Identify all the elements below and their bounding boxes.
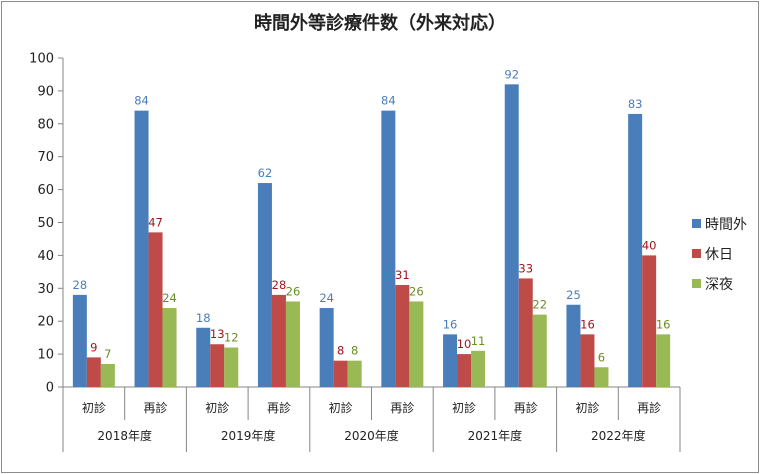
y-tick-label: 100 — [29, 52, 54, 67]
y-tick-label: 50 — [37, 216, 54, 231]
x-group-label: 2020年度 — [344, 428, 399, 443]
bar — [656, 334, 671, 387]
bar-value-label: 40 — [642, 238, 657, 252]
bar-value-label: 83 — [628, 97, 643, 111]
bar — [628, 113, 643, 388]
bar — [566, 304, 581, 387]
bar-value-label: 25 — [566, 288, 581, 302]
x-category-label: 再診 — [514, 400, 538, 415]
x-category-label: 初診 — [329, 400, 353, 415]
x-group-label: 2021年度 — [468, 428, 523, 443]
bar-value-label: 18 — [196, 311, 211, 325]
bar-value-label: 16 — [443, 317, 458, 331]
axes: 0 10 20 30 40 50 60 70 80 90 100 初診 再診 初診 再診 初診 再診 初診 再診 初診… — [29, 52, 681, 452]
bar-value-label: 28 — [272, 278, 287, 292]
bar — [162, 308, 177, 387]
legend-swatch — [692, 279, 701, 288]
x-category-label: 初診 — [82, 400, 106, 415]
bar — [395, 285, 410, 387]
bar-value-label: 26 — [286, 284, 301, 298]
bars — [72, 84, 671, 388]
bar-value-label: 62 — [258, 166, 273, 180]
bar — [642, 255, 657, 387]
x-category-label: 初診 — [452, 400, 476, 415]
bar — [532, 314, 547, 387]
bar-value-label: 92 — [504, 67, 519, 81]
bar-value-label: 22 — [532, 298, 547, 312]
y-tick-label: 40 — [37, 249, 54, 264]
y-tick-label: 80 — [37, 117, 54, 132]
bar-value-label: 9 — [90, 340, 97, 354]
bar — [333, 360, 348, 387]
legend-swatch — [692, 249, 701, 258]
bar-value-label: 33 — [518, 261, 533, 275]
bar-value-label: 7 — [104, 347, 111, 361]
chart-title: 時間外等診療件数（外来対応） — [254, 12, 506, 34]
y-tick-label: 60 — [37, 183, 54, 198]
bar — [381, 110, 396, 387]
bar-value-label: 8 — [351, 344, 358, 358]
y-tick-label: 90 — [37, 84, 54, 99]
bar-value-label: 8 — [337, 344, 344, 358]
bar-value-label: 11 — [471, 334, 486, 348]
bar — [271, 294, 286, 387]
bar — [580, 334, 595, 387]
bar — [347, 360, 362, 387]
bar — [257, 183, 272, 387]
x-category-label: 再診 — [390, 400, 414, 415]
bar — [196, 327, 211, 387]
bar — [319, 308, 334, 387]
x-group-label: 2022年度 — [591, 428, 646, 443]
bar-value-label: 12 — [224, 331, 239, 345]
bar-value-label: 84 — [381, 94, 396, 108]
bar — [72, 294, 87, 387]
y-tick-label: 10 — [37, 348, 54, 363]
bar — [86, 357, 101, 387]
bar — [443, 334, 458, 387]
bar-value-label: 6 — [598, 350, 605, 364]
bar — [134, 110, 149, 387]
bar — [518, 278, 533, 387]
y-tick-label: 70 — [37, 150, 54, 165]
x-category-label: 再診 — [267, 400, 291, 415]
legend-label: 深夜 — [705, 277, 733, 293]
x-category-label: 再診 — [144, 400, 168, 415]
bar — [457, 354, 472, 387]
y-tick-label: 30 — [37, 282, 54, 297]
x-category-label: 初診 — [575, 400, 599, 415]
bar — [148, 232, 163, 387]
bar-value-label: 10 — [457, 337, 472, 351]
bar — [504, 84, 519, 387]
bar-value-label: 16 — [656, 317, 671, 331]
bar-value-label: 47 — [148, 215, 163, 229]
x-category-label: 再診 — [637, 400, 661, 415]
legend-label: 時間外 — [705, 217, 747, 233]
bar — [409, 301, 424, 387]
bar-value-label: 24 — [162, 291, 177, 305]
x-group-label: 2019年度 — [221, 428, 276, 443]
bar-value-label: 16 — [580, 317, 595, 331]
bar-value-label: 24 — [319, 291, 334, 305]
bar — [594, 367, 609, 387]
bar — [285, 301, 300, 387]
legend-swatch — [692, 219, 701, 228]
bar-value-label: 13 — [210, 327, 225, 341]
bar-value-label: 26 — [409, 284, 424, 298]
x-category-label: 初診 — [205, 400, 229, 415]
bar-value-label: 31 — [395, 268, 410, 282]
y-tick-label: 0 — [46, 381, 54, 396]
bar — [210, 344, 225, 387]
x-group-label: 2018年度 — [97, 428, 152, 443]
bar — [100, 363, 115, 387]
bar-value-label: 28 — [73, 278, 88, 292]
y-tick-label: 20 — [37, 315, 54, 330]
bar-value-label: 84 — [134, 94, 149, 108]
bar — [224, 347, 239, 387]
legend-label: 休日 — [705, 247, 733, 263]
bar — [471, 350, 486, 387]
